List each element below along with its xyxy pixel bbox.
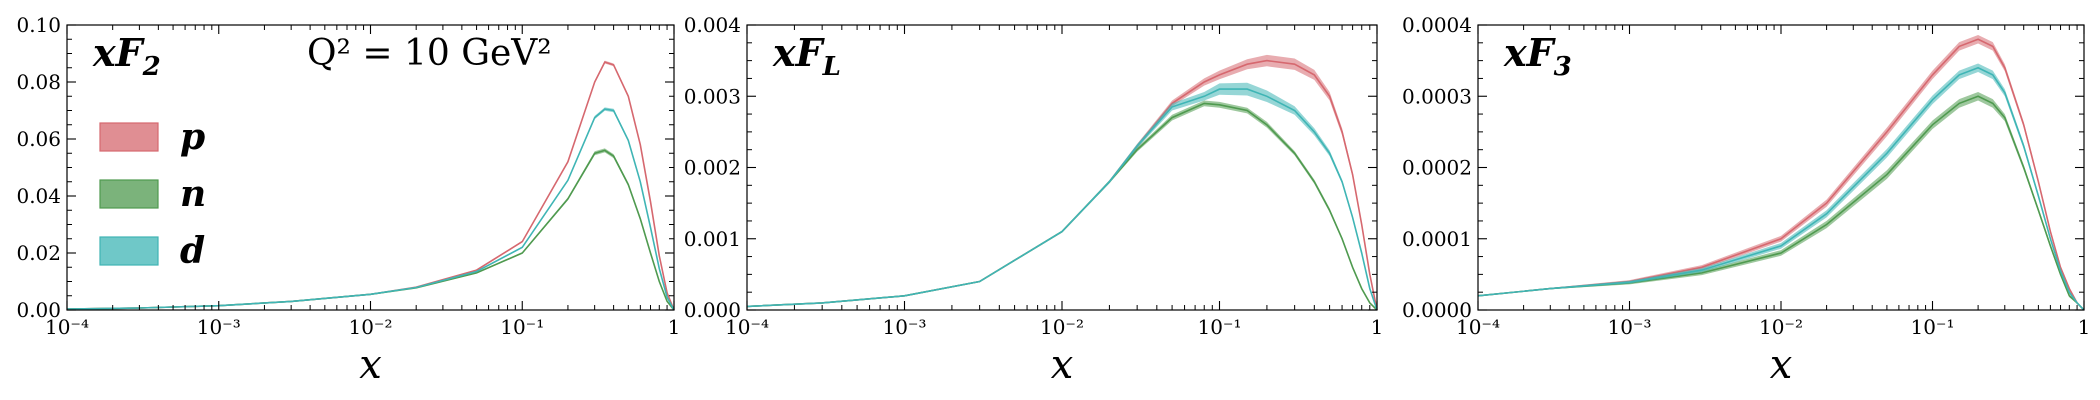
panel-title-main: xF xyxy=(772,30,826,75)
legend-label-p: p xyxy=(180,116,205,158)
legend-swatch-n xyxy=(99,179,159,209)
y-tick-label: 0.003 xyxy=(684,84,741,108)
x-tick-label: 10⁻⁴ xyxy=(45,315,89,339)
x-tick-label: 10⁻² xyxy=(348,315,392,339)
y-tick-label: 0.004 xyxy=(684,13,741,37)
x-tick-label: 10⁻³ xyxy=(1607,315,1651,339)
band-n xyxy=(747,100,1377,310)
x-axis-label: x xyxy=(1051,342,1074,388)
y-tick-label: 0.0002 xyxy=(1402,156,1472,180)
y-tick-label: 0.04 xyxy=(16,184,61,208)
x-tick-label: 10⁻¹ xyxy=(1197,315,1241,339)
legend-swatch-d xyxy=(99,236,159,266)
y-tick-label: 0.002 xyxy=(684,156,741,180)
x-tick-label: 10⁻² xyxy=(1759,315,1803,339)
panel-title: xF2 xyxy=(92,30,161,82)
panel-title-main: xF xyxy=(92,30,146,75)
x-tick-label: 1 xyxy=(2078,315,2091,339)
y-tick-label: 0.00 xyxy=(16,298,61,322)
x-tick-label: 10⁻⁴ xyxy=(1456,315,1500,339)
y-tick-label: 0.000 xyxy=(684,298,741,322)
band-p xyxy=(747,54,1377,311)
legend-label-d: d xyxy=(180,230,205,272)
series-line-d xyxy=(1477,66,2085,311)
x-tick-label: 10⁻¹ xyxy=(500,315,544,339)
x-tick-label: 1 xyxy=(1371,315,1384,339)
series-line-n xyxy=(66,149,675,311)
x-tick-label: 10⁻² xyxy=(1040,315,1084,339)
x-tick-label: 10⁻³ xyxy=(882,315,926,339)
panel-title-main: xF xyxy=(1503,30,1557,75)
y-tick-label: 0.0003 xyxy=(1402,84,1472,108)
panel-title-subscript: 3 xyxy=(1554,52,1572,82)
y-tick-label: 0.10 xyxy=(16,13,61,37)
legend-label-n: n xyxy=(180,173,206,215)
legend-swatch-p xyxy=(99,122,159,152)
panel-xf3: 10⁻⁴ 10⁻³ 10⁻² 10⁻¹ 1 0.0000 0.0001 0.0002 0.000… xyxy=(1402,13,2090,388)
band-d xyxy=(747,82,1377,310)
panel-title: xF3 xyxy=(1503,30,1572,82)
annotation-q2: Q² = 10 GeV² xyxy=(307,33,552,74)
y-tick-label: 0.0004 xyxy=(1402,13,1472,37)
panel-title-subscript: 2 xyxy=(142,52,161,82)
series-line-n xyxy=(746,102,1378,311)
y-tick-label: 0.0000 xyxy=(1402,298,1472,322)
x-tick-label: 1 xyxy=(668,315,681,339)
series-line-p xyxy=(1477,38,2085,311)
y-tick-label: 0.0001 xyxy=(1402,227,1472,251)
band-n xyxy=(1478,92,2084,310)
x-axis-label: x xyxy=(359,342,382,388)
y-tick-label: 0.001 xyxy=(684,227,741,251)
y-tick-label: 0.06 xyxy=(16,127,61,151)
x-tick-label: 10⁻¹ xyxy=(1910,315,1954,339)
y-tick-label: 0.02 xyxy=(16,241,61,265)
series-line-p xyxy=(746,59,1378,311)
panel-xfl: 10⁻⁴ 10⁻³ 10⁻² 10⁻¹ 1 0.000 0.001 0.002 0.003 0.0… xyxy=(684,13,1384,388)
x-tick-label: 10⁻³ xyxy=(197,315,241,339)
y-tick-label: 0.08 xyxy=(16,70,61,94)
x-axis-label: x xyxy=(1770,342,1793,388)
series-line-d xyxy=(66,108,675,311)
series-line-n xyxy=(1477,95,2085,311)
series-line-d xyxy=(746,88,1378,311)
panel-xf2: 10⁻⁴ 10⁻³ 10⁻² 10⁻¹ 1 0.00 0.02 0.04 0.06 0.08 0.1… xyxy=(16,13,680,388)
x-tick-label: 10⁻⁴ xyxy=(725,315,769,339)
panel-title-subscript: L xyxy=(822,52,841,82)
panel-title: xFL xyxy=(772,30,841,82)
